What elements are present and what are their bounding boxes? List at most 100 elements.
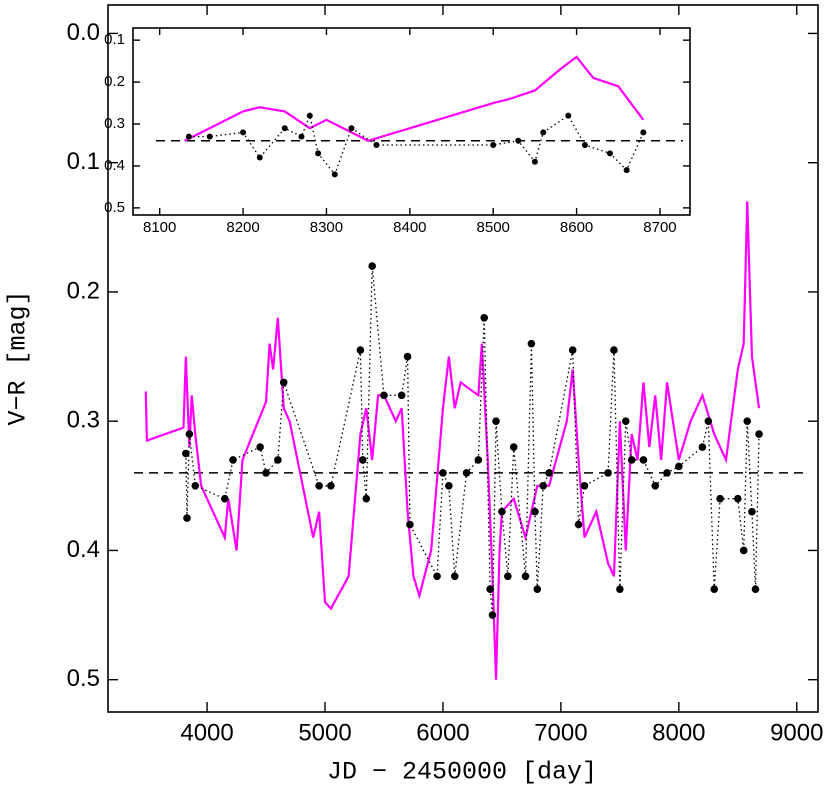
data-point <box>380 391 388 400</box>
data-point <box>504 572 512 581</box>
data-point <box>743 417 752 425</box>
data-point <box>191 482 200 490</box>
data-point <box>545 469 553 477</box>
data-point <box>716 494 724 503</box>
data-point <box>327 482 335 490</box>
data-point <box>492 417 500 425</box>
data-point <box>206 133 213 140</box>
data-point <box>274 456 282 464</box>
data-point <box>240 129 247 136</box>
x-tick-label: 8300 <box>310 219 343 236</box>
data-point <box>256 443 264 451</box>
data-point <box>315 482 323 490</box>
data-point <box>568 346 577 354</box>
x-tick-label: 4000 <box>180 719 233 746</box>
data-point <box>462 469 471 477</box>
data-point <box>403 352 412 361</box>
data-point <box>627 456 636 464</box>
y-tick-label: 0.3 <box>67 407 100 434</box>
data-point <box>490 141 497 148</box>
data-point <box>755 430 763 438</box>
data-point <box>539 482 547 490</box>
data-point <box>439 469 447 477</box>
data-point <box>356 346 365 354</box>
y-axis-title: V−R [mag] <box>4 290 33 425</box>
data-point <box>498 507 506 516</box>
data-point <box>604 469 612 477</box>
data-point <box>663 469 671 477</box>
data-point <box>256 154 263 161</box>
data-point <box>183 514 191 522</box>
data-point <box>565 112 572 119</box>
data-point <box>527 339 536 348</box>
data-point <box>621 417 630 425</box>
x-axis-title: JD − 2450000 [day] <box>327 758 597 787</box>
x-tick-label: 8000 <box>652 719 705 746</box>
data-point <box>433 572 441 581</box>
data-point <box>533 585 542 594</box>
series-line <box>144 201 761 680</box>
data-point <box>531 507 539 516</box>
x-tick-label: 8200 <box>226 219 259 236</box>
x-tick-label: 7000 <box>534 719 587 746</box>
data-point <box>734 494 742 503</box>
data-point <box>486 585 494 594</box>
data-point <box>616 585 624 594</box>
data-point <box>450 572 459 581</box>
data-point <box>348 125 355 132</box>
y-tick-label: 0.3 <box>104 115 125 132</box>
data-point <box>748 507 756 516</box>
data-point <box>509 443 518 451</box>
data-point <box>580 482 589 490</box>
data-point <box>229 456 237 464</box>
data-point <box>623 167 630 174</box>
series-connector <box>188 113 644 176</box>
data-point <box>610 346 618 354</box>
data-point <box>488 611 497 619</box>
y-tick-label: 0.1 <box>104 31 125 48</box>
data-point <box>675 462 683 471</box>
x-tick-label: 8100 <box>143 219 176 236</box>
y-tick-label: 0.4 <box>104 157 125 174</box>
data-point <box>531 158 538 165</box>
data-point <box>182 449 190 458</box>
data-point <box>397 391 406 400</box>
data-point <box>540 129 547 136</box>
x-tick-label: 8600 <box>560 219 593 236</box>
data-point <box>362 494 371 503</box>
data-point <box>739 546 748 555</box>
y-tick-label: 0.1 <box>67 148 100 175</box>
x-tick-label: 9000 <box>770 719 823 746</box>
x-tick-label: 6000 <box>416 719 469 746</box>
data-point <box>639 456 648 464</box>
data-point <box>185 430 194 438</box>
data-point <box>606 150 613 157</box>
y-tick-label: 0.5 <box>67 665 100 692</box>
data-point <box>368 262 376 270</box>
data-point <box>698 443 707 451</box>
data-point <box>298 133 305 140</box>
data-point <box>279 378 288 387</box>
data-point <box>281 125 288 132</box>
data-point <box>515 137 522 144</box>
data-point <box>751 585 760 594</box>
series-line <box>184 55 645 142</box>
data-point <box>445 482 453 490</box>
data-point <box>315 150 322 157</box>
data-point <box>406 520 414 529</box>
plot-frame <box>132 27 691 216</box>
data-point <box>373 141 380 148</box>
y-tick-label: 0.2 <box>104 73 125 90</box>
data-point <box>651 482 660 490</box>
data-point <box>574 520 583 529</box>
data-point <box>358 456 367 464</box>
data-point <box>480 313 489 322</box>
data-point <box>640 129 647 136</box>
data-point <box>185 133 192 140</box>
data-point <box>704 417 713 425</box>
data-point <box>262 469 270 477</box>
data-point <box>220 494 229 503</box>
x-tick-label: 5000 <box>298 719 351 746</box>
data-point <box>306 112 313 119</box>
